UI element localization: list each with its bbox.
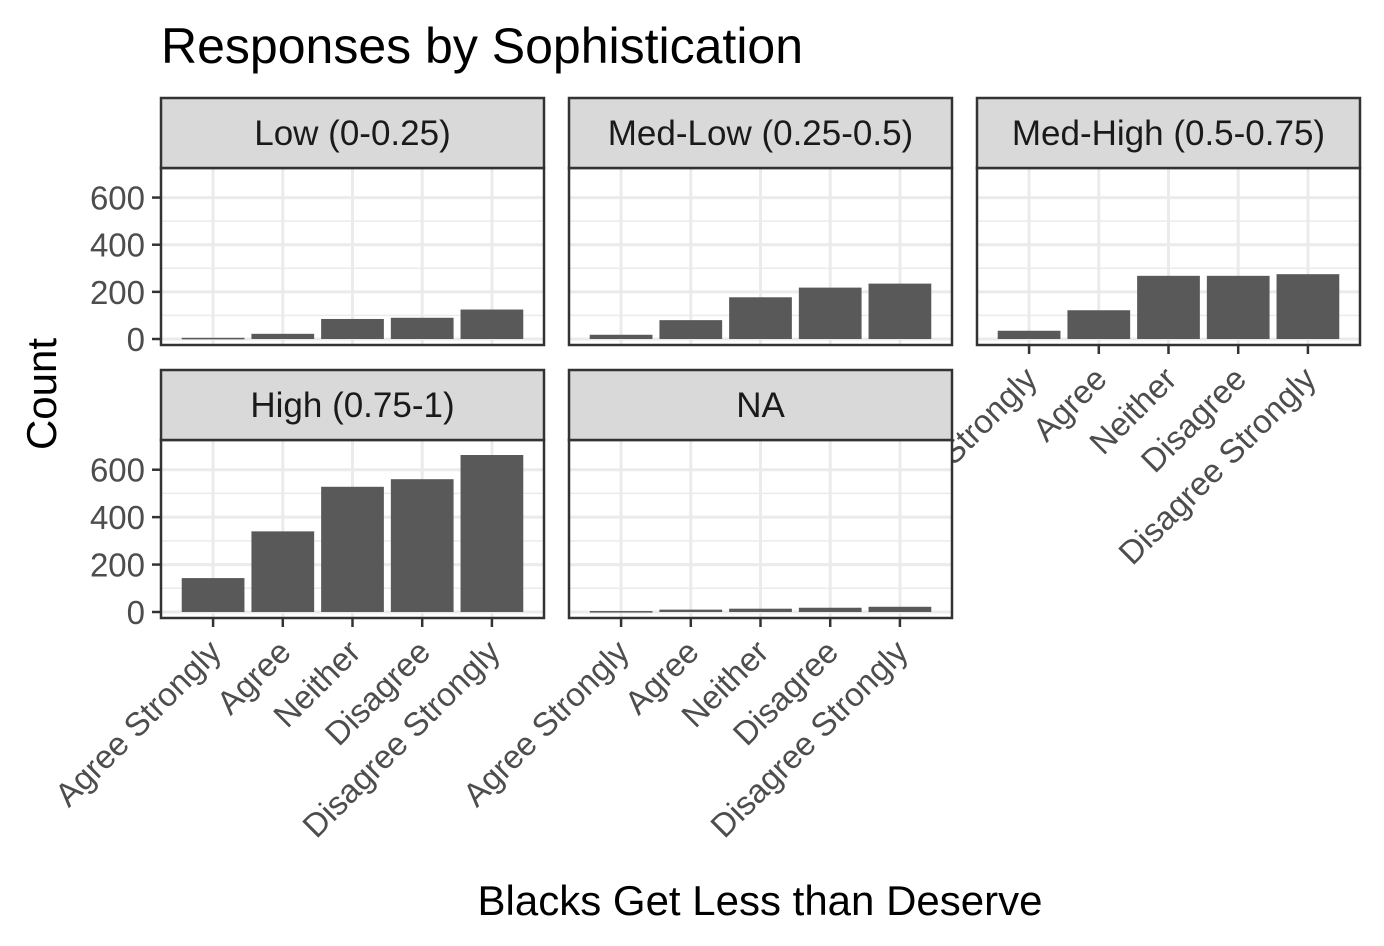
bar [390,479,454,612]
x-axis-title: Blacks Get Less than Deserve [478,877,1043,924]
y-tick-label: 600 [90,452,145,489]
y-tick-label: 200 [90,274,145,311]
facet-strip-label: High (0.75-1) [250,386,454,425]
bar [251,333,315,339]
y-tick-label: 200 [90,547,145,584]
bar [729,608,792,612]
chart-title: Responses by Sophistication [161,18,803,74]
y-axis-title: Count [18,338,65,450]
bar [589,611,653,613]
bar [798,287,862,339]
bar [659,320,723,339]
bar [460,455,524,612]
y-tick-label: 400 [90,227,145,264]
bar [868,606,932,612]
bar [1276,274,1340,339]
y-tick-label: 400 [90,499,145,536]
x-tick-label: Agree Strongly [48,632,229,813]
bar [1206,275,1270,339]
bar [798,607,862,612]
facet-strip [159,96,546,170]
bar [181,337,245,340]
facet-strip-label: Low (0-0.25) [254,114,450,153]
facet-strip [159,368,546,442]
bar [390,317,454,339]
facet-strip-label: NA [736,386,785,425]
facet-strip [567,368,954,442]
bar [729,297,792,339]
bar [251,531,315,612]
bar [1137,275,1200,339]
facet-strip-label: Med-High (0.5-0.75) [1012,114,1325,153]
bar [321,486,384,612]
facet-strip-label: Med-Low (0.25-0.5) [608,114,913,153]
facet-strip [975,96,1362,170]
bar [460,309,524,339]
bar [181,578,245,612]
bar [868,283,932,339]
bar [1067,310,1131,339]
y-tick-label: 600 [90,180,145,217]
y-tick-label: 0 [127,321,145,358]
bar [659,609,723,612]
y-tick-label: 0 [127,594,145,631]
bar [321,318,384,339]
facet-strip [567,96,954,170]
bar [589,334,653,339]
bar [997,330,1061,339]
